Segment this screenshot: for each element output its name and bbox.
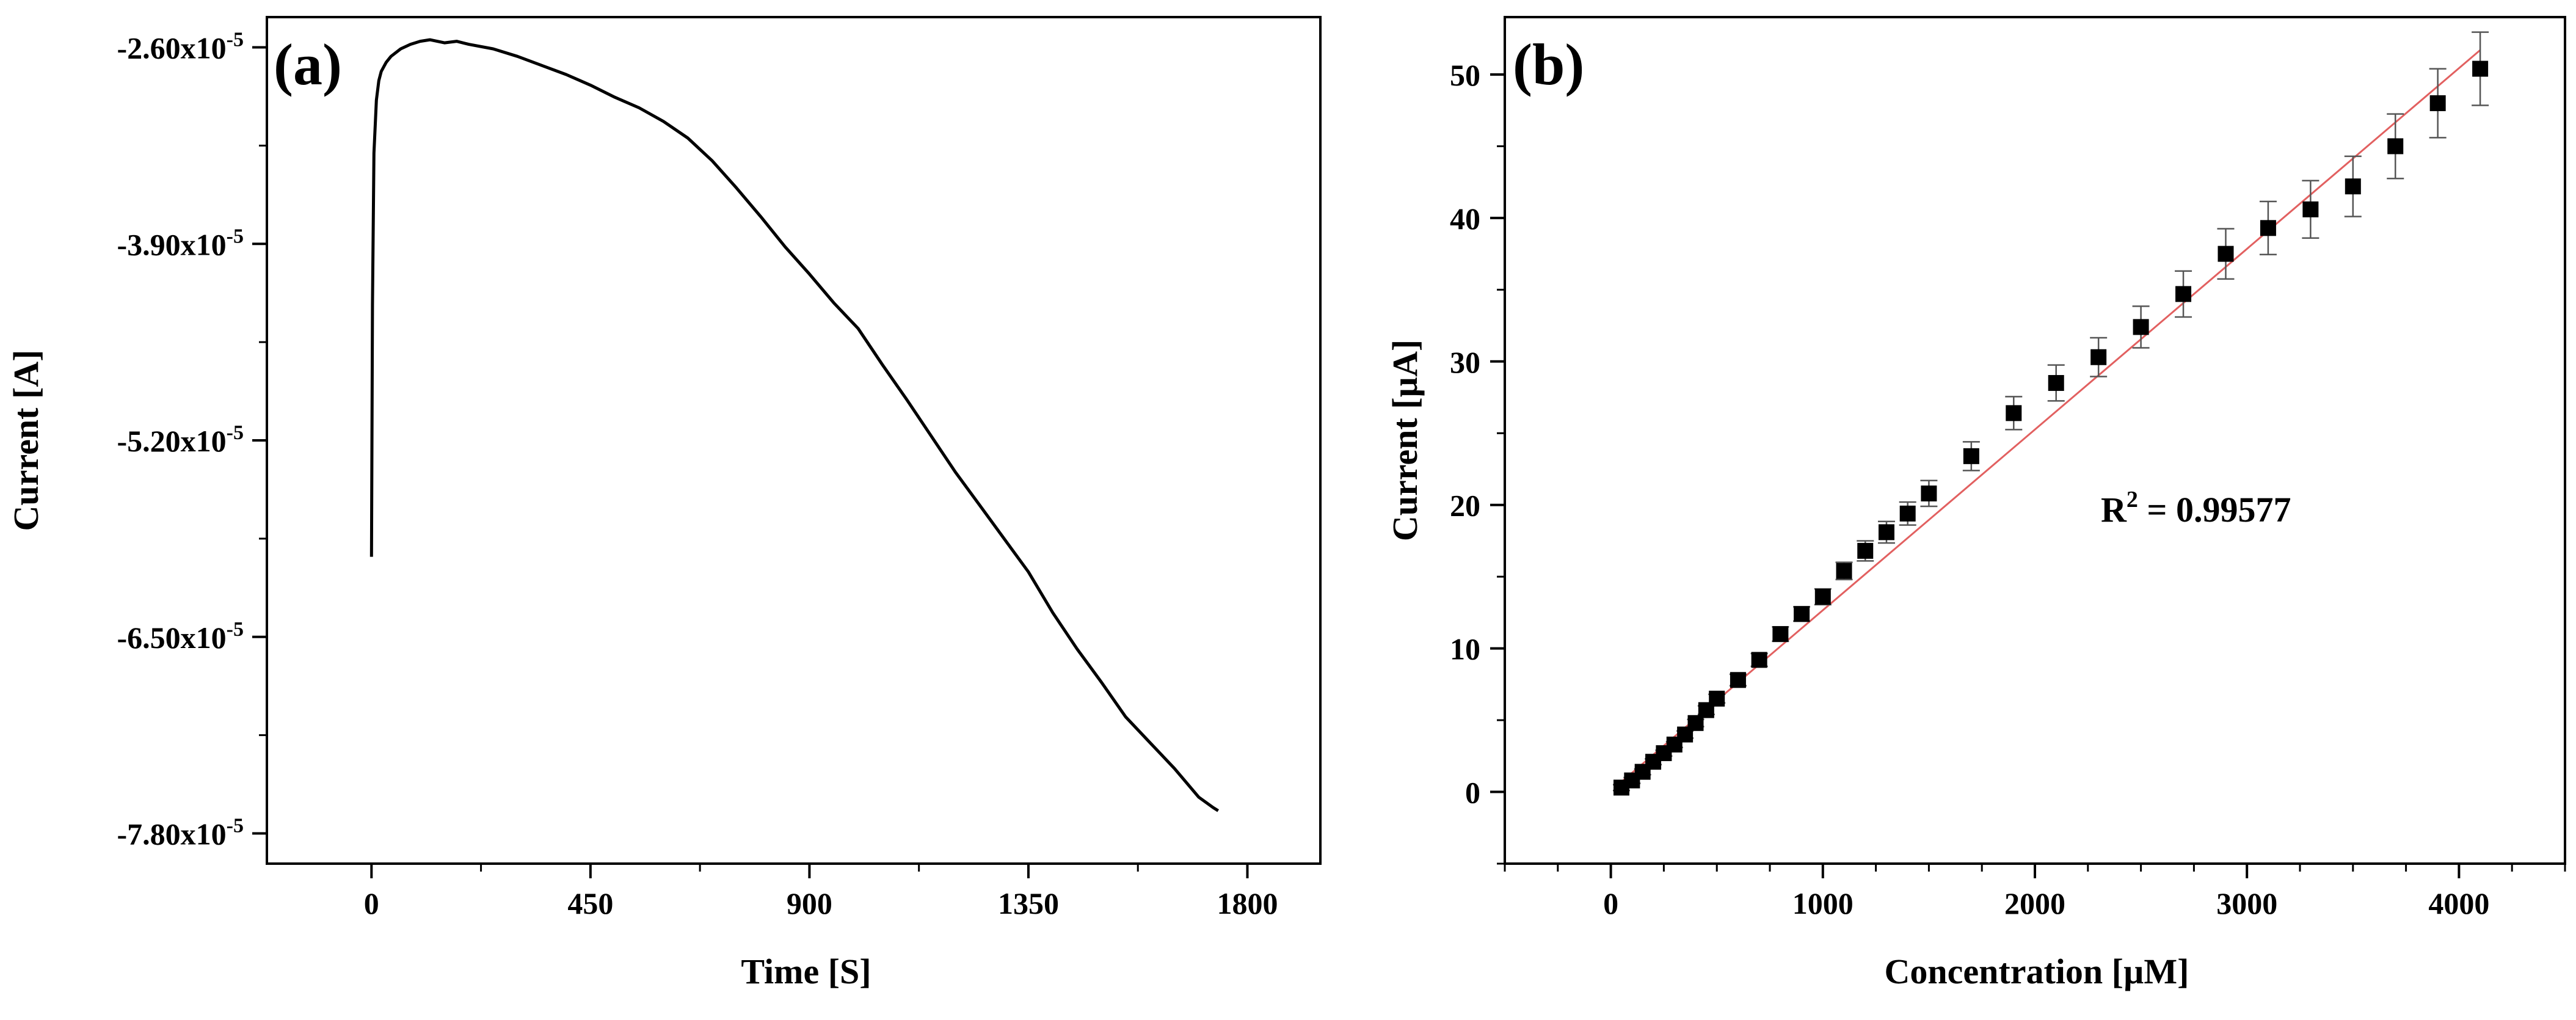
panel-b-y-axis: 0 10 20 30 40 50: [1450, 58, 1505, 865]
panel-a-x-tick-label: 1800: [1217, 886, 1278, 920]
tick-exponent: -5: [227, 29, 244, 51]
panel-b-x-tick-label: 1000: [1792, 886, 1854, 920]
panel-b-data-point: [2472, 60, 2489, 77]
panel-b-y-tick-label: 10: [1450, 632, 1480, 666]
tick-exponent: -5: [227, 815, 244, 837]
panel-a-series-line: [369, 38, 1220, 812]
panel-b-r2-annotation: R2 = 0.99577: [2101, 487, 2291, 530]
panel-b-data-point: [2090, 349, 2107, 365]
tick-exponent: -5: [227, 225, 244, 247]
panel-a-chart: (a) 0 450 900 1350 1800 -2.60x10-5-3.90x10-5…: [6, 16, 1322, 991]
panel-b-data-point: [2218, 246, 2234, 262]
panel-a-y-tick-label: -7.80x10-5: [117, 815, 244, 851]
panel-b-data-point: [1963, 448, 1979, 464]
panel-a-label: (a): [274, 32, 342, 97]
panel-a-y-tick-label: -3.90x10-5: [117, 225, 244, 261]
panel-b-fit-layer: [1620, 49, 2481, 783]
panel-a-x-tick-label: 900: [787, 886, 832, 920]
panel-a-y-tick-label: -2.60x10-5: [117, 29, 244, 65]
panel-b-y-tick-label: 20: [1450, 489, 1480, 523]
panel-b-data-point: [2387, 138, 2404, 155]
tick-mantissa: -6.50x10: [117, 621, 227, 655]
panel-b-plot-frame: [1504, 16, 2566, 865]
panel-a-x-tick-label: 0: [364, 886, 379, 920]
panel-b-data-point: [2302, 201, 2319, 217]
panel-b-points: [1613, 60, 2489, 796]
panel-b-data-point: [1836, 563, 1852, 579]
panel-a-y-tick-label: -5.20x10-5: [117, 421, 244, 458]
tick-exponent: -5: [227, 618, 244, 641]
panel-b-y-axis-title: Current [µA]: [1385, 340, 1425, 541]
panel-b-label: (b): [1513, 32, 1584, 97]
panel-b-data-point: [2345, 178, 2361, 195]
panel-a-y-tick-label: -6.50x10-5: [117, 618, 244, 655]
panel-b-x-tick-label: 0: [1603, 886, 1618, 920]
r2-prefix: R: [2101, 490, 2127, 530]
panel-b-y-tick-label: 40: [1450, 202, 1480, 236]
panel-a-x-tick-label: 450: [567, 886, 613, 920]
panel-a-x-tick-label: 1350: [998, 886, 1059, 920]
panel-b-data-point: [1857, 542, 1874, 559]
tick-mantissa: -2.60x10: [117, 31, 227, 65]
panel-b-y-tick-label: 30: [1450, 345, 1480, 379]
panel-b-x-axis: 0 1000 2000 3000 4000: [1504, 864, 2566, 920]
panel-b-data-point: [1772, 626, 1789, 643]
panel-b-chart: (b) 0 1000 2000 3000 4000 0 10 20 30 40 50 Concen…: [1385, 16, 2566, 991]
panel-b-data-point: [1709, 690, 1725, 707]
panel-b-data-point: [1794, 606, 1810, 622]
panel-b-x-tick-label: 3000: [2216, 886, 2277, 920]
panel-a-plot-frame: [266, 16, 1322, 865]
panel-b-data-point: [1730, 672, 1746, 688]
panel-b-x-tick-label: 2000: [2004, 886, 2065, 920]
panel-b-y-tick-label: 50: [1450, 58, 1480, 92]
panel-b-data-point: [2133, 319, 2149, 335]
panel-b-fit-line: [1620, 49, 2481, 783]
tick-mantissa: -5.20x10: [117, 424, 227, 458]
panel-b-data-point: [1878, 524, 1894, 541]
r2-value: = 0.99577: [2138, 490, 2291, 530]
panel-b-data-point: [2175, 286, 2192, 302]
panel-b-data-point: [2048, 375, 2064, 392]
tick-exponent: -5: [227, 421, 244, 444]
tick-mantissa: -7.80x10: [117, 817, 227, 851]
panel-b-data-point: [1751, 652, 1767, 668]
panel-a-x-axis: 0 450 900 1350 1800: [364, 864, 1278, 920]
panel-b-data-point: [2260, 220, 2276, 236]
tick-mantissa: -3.90x10: [117, 227, 227, 261]
panel-b-data-point: [1921, 485, 1937, 501]
r2-superscript: 2: [2127, 487, 2138, 512]
panel-b-x-axis-title: Concentration [µM]: [1885, 952, 2189, 991]
panel-b-data-point: [2429, 95, 2446, 111]
panel-a-y-axis-title: Current [A]: [6, 350, 46, 531]
panel-b-x-tick-label: 4000: [2428, 886, 2489, 920]
panel-b-y-tick-label: 0: [1465, 776, 1480, 810]
panel-b-data-point: [2006, 405, 2022, 421]
panel-b-data-point: [1899, 505, 1916, 522]
panel-a-y-axis: -2.60x10-5-3.90x10-5-5.20x10-5-6.50x10-5…: [117, 29, 267, 851]
panel-b-data-point: [1814, 589, 1831, 605]
panel-a-x-axis-title: Time [S]: [741, 952, 871, 991]
